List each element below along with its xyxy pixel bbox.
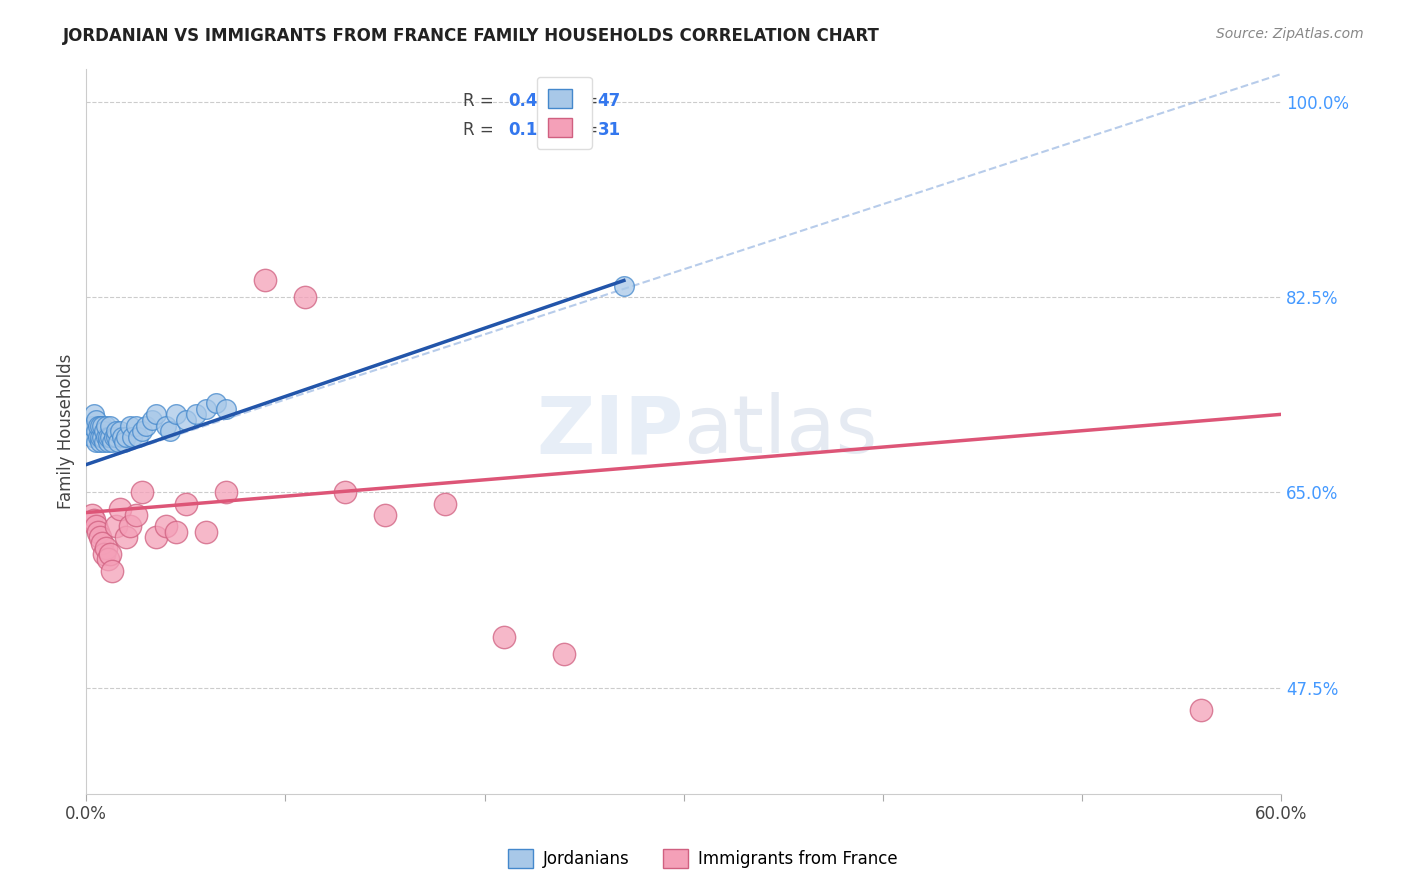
Point xyxy=(494,631,516,645)
Point xyxy=(96,541,118,556)
Point xyxy=(98,418,121,433)
Point xyxy=(1189,703,1212,717)
Point xyxy=(93,435,115,450)
Point xyxy=(96,430,118,444)
Point xyxy=(115,530,138,544)
Point xyxy=(84,413,107,427)
Point xyxy=(87,430,110,444)
Point xyxy=(107,435,129,450)
Point xyxy=(374,508,396,522)
Point xyxy=(87,524,110,539)
Text: N =: N = xyxy=(555,121,603,139)
Point xyxy=(433,497,456,511)
Text: R =: R = xyxy=(463,121,503,139)
Point xyxy=(135,418,157,433)
Point xyxy=(165,524,187,539)
Point xyxy=(155,418,177,433)
Point xyxy=(82,418,104,433)
Point xyxy=(115,430,138,444)
Point xyxy=(97,435,120,450)
Point xyxy=(103,430,125,444)
Point xyxy=(91,535,114,549)
Point xyxy=(155,519,177,533)
Point xyxy=(105,430,128,444)
Point xyxy=(333,485,356,500)
Point xyxy=(141,413,163,427)
Point xyxy=(174,497,197,511)
Point xyxy=(120,519,142,533)
Point xyxy=(105,424,128,438)
Point xyxy=(101,564,124,578)
Text: ZIP: ZIP xyxy=(536,392,683,470)
Point xyxy=(83,408,105,422)
Text: 0.151: 0.151 xyxy=(508,121,561,139)
Point xyxy=(108,502,131,516)
Point xyxy=(131,424,153,438)
Point xyxy=(105,519,128,533)
Y-axis label: Family Households: Family Households xyxy=(58,353,75,508)
Point xyxy=(174,413,197,427)
Point xyxy=(93,547,115,561)
Point xyxy=(82,508,104,522)
Point xyxy=(215,485,238,500)
Legend: , : , xyxy=(537,77,592,149)
Point xyxy=(87,418,110,433)
Point xyxy=(93,424,115,438)
Point xyxy=(131,485,153,500)
Point xyxy=(125,508,148,522)
Point xyxy=(97,430,120,444)
Point xyxy=(184,408,207,422)
Point xyxy=(111,430,134,444)
Point xyxy=(165,408,187,422)
Point xyxy=(215,401,238,416)
Point xyxy=(101,435,124,450)
Point xyxy=(84,435,107,450)
Point xyxy=(121,430,143,444)
Point xyxy=(204,396,226,410)
Point xyxy=(82,430,104,444)
Point xyxy=(159,424,181,438)
Point xyxy=(84,519,107,533)
Point xyxy=(97,552,120,566)
Point xyxy=(194,401,217,416)
Point xyxy=(125,418,148,433)
Point xyxy=(96,418,118,433)
Point xyxy=(89,530,111,544)
Point xyxy=(613,279,636,293)
Text: 47: 47 xyxy=(598,92,621,110)
Text: N =: N = xyxy=(555,92,603,110)
Point xyxy=(84,424,107,438)
Point xyxy=(89,430,111,444)
Point xyxy=(254,273,277,287)
Point xyxy=(108,424,131,438)
Point xyxy=(112,435,135,450)
Text: 31: 31 xyxy=(598,121,620,139)
Text: atlas: atlas xyxy=(683,392,877,470)
Point xyxy=(83,513,105,527)
Text: Source: ZipAtlas.com: Source: ZipAtlas.com xyxy=(1216,27,1364,41)
Legend: Jordanians, Immigrants from France: Jordanians, Immigrants from France xyxy=(502,842,904,875)
Point xyxy=(194,524,217,539)
Text: R =: R = xyxy=(463,92,503,110)
Point xyxy=(127,430,149,444)
Point xyxy=(553,647,575,661)
Point xyxy=(145,530,167,544)
Point xyxy=(145,408,167,422)
Point xyxy=(98,430,121,444)
Point xyxy=(91,418,114,433)
Point xyxy=(294,290,316,304)
Text: JORDANIAN VS IMMIGRANTS FROM FRANCE FAMILY HOUSEHOLDS CORRELATION CHART: JORDANIAN VS IMMIGRANTS FROM FRANCE FAMI… xyxy=(63,27,880,45)
Point xyxy=(120,418,142,433)
Point xyxy=(98,547,121,561)
Point xyxy=(89,435,111,450)
Point xyxy=(89,418,111,433)
Point xyxy=(91,430,114,444)
Text: 0.432: 0.432 xyxy=(508,92,561,110)
